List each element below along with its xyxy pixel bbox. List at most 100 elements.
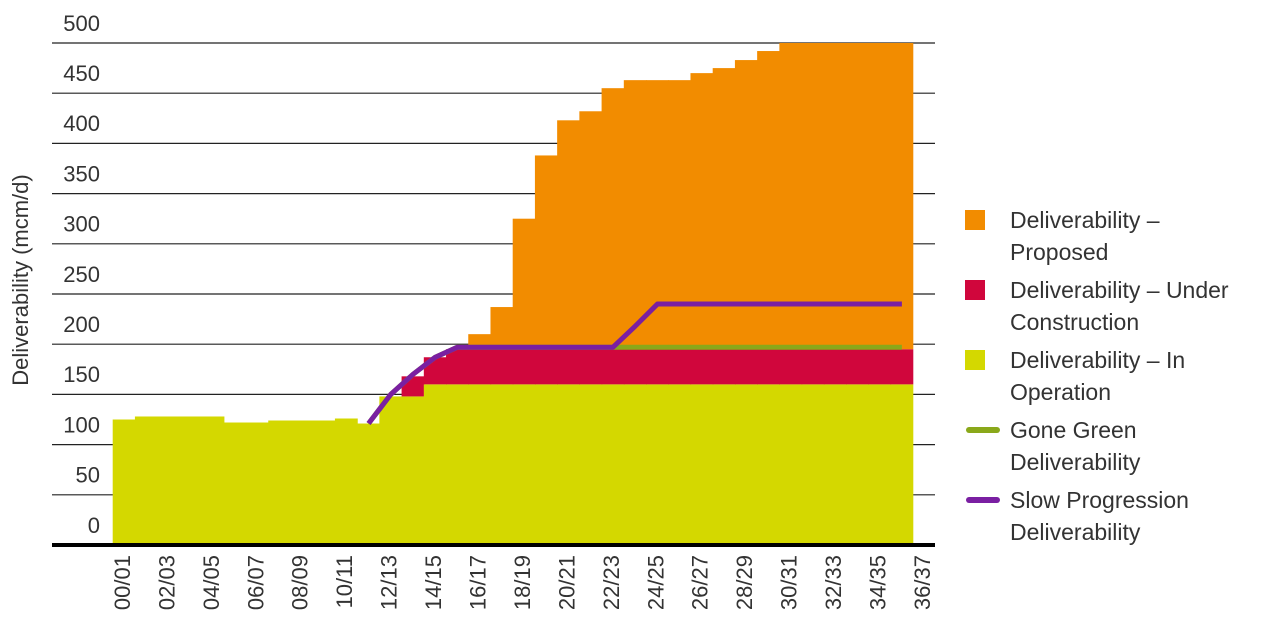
area-segment <box>801 349 825 385</box>
area-segment <box>157 416 180 545</box>
x-tick-label: 28/29 <box>732 555 757 610</box>
area-segment <box>179 416 203 545</box>
area-segment <box>490 384 514 545</box>
area-segment <box>579 349 603 385</box>
legend-label: Deliverability – Proposed <box>1010 207 1160 265</box>
area-segment <box>823 349 847 385</box>
x-tick-label: 20/21 <box>554 555 579 610</box>
area-segment <box>646 349 669 385</box>
area-segment <box>801 384 825 545</box>
area-segment <box>646 80 669 350</box>
area-segment <box>823 384 847 545</box>
area-segment <box>868 43 892 350</box>
legend-label: Deliverability – In Operation <box>1010 347 1186 405</box>
area-segment <box>823 43 847 350</box>
area-segment <box>579 111 603 350</box>
legend-key <box>960 414 1010 446</box>
legend-label: Deliverability – Under Construction <box>1010 277 1229 335</box>
legend-swatch <box>966 497 1000 503</box>
legend-item: Gone Green Deliverability <box>960 414 1260 478</box>
y-tick-label: 100 <box>63 412 100 437</box>
y-tick-label: 250 <box>63 262 100 287</box>
legend-swatch <box>965 280 985 300</box>
area-segment <box>668 349 692 385</box>
area-segment <box>690 349 714 385</box>
x-tick-label: 06/07 <box>243 555 268 610</box>
area-segment <box>534 155 558 350</box>
area-segment <box>379 396 403 545</box>
x-tick-label: 18/19 <box>510 555 535 610</box>
area-segment <box>112 419 136 545</box>
x-tick-label: 16/17 <box>465 555 490 610</box>
area-segment <box>668 80 692 350</box>
legend-item: Slow Progression Deliverability <box>960 484 1260 548</box>
area-segment <box>623 80 647 350</box>
area-segment <box>246 422 269 545</box>
area-segment <box>468 349 492 385</box>
area-segment <box>223 422 247 545</box>
area-segment <box>646 384 669 545</box>
area-segment <box>557 384 580 545</box>
area-segment <box>779 43 803 350</box>
legend-item: Deliverability – In Operation <box>960 344 1260 408</box>
y-tick-label: 300 <box>63 212 100 237</box>
area-segment <box>512 218 536 350</box>
area-segment <box>512 384 536 545</box>
x-tick-label: 32/33 <box>821 555 846 610</box>
area-segment <box>579 384 603 545</box>
area-segment <box>668 384 692 545</box>
area-segment <box>290 420 314 545</box>
area-segment <box>601 88 625 350</box>
legend-item: Deliverability – Under Construction <box>960 274 1260 338</box>
legend-label: Slow Progression Deliverability <box>1010 487 1189 545</box>
legend-key <box>960 204 1010 236</box>
area-segment <box>557 120 580 350</box>
area-segment <box>490 349 514 385</box>
area-segment <box>801 43 825 350</box>
x-tick-label: 14/15 <box>421 555 446 610</box>
legend-key <box>960 274 1010 306</box>
area-segment <box>134 416 158 545</box>
line-series <box>366 301 902 426</box>
area-segment <box>446 349 469 385</box>
area-segment <box>779 384 803 545</box>
area-segment <box>601 349 625 385</box>
area-segment <box>690 384 714 545</box>
area-segment <box>890 384 914 545</box>
area-segment <box>712 68 736 350</box>
y-tick-label: 350 <box>63 161 100 186</box>
area-segment <box>601 384 625 545</box>
legend-swatch <box>965 350 985 370</box>
area-segment <box>868 384 892 545</box>
area-segment <box>846 349 869 385</box>
y-axis-title: Deliverability (mcm/d) <box>8 174 33 385</box>
area-segment <box>623 384 647 545</box>
area-segment <box>334 418 358 545</box>
y-tick-label: 400 <box>63 111 100 136</box>
x-tick-label: 08/09 <box>288 555 313 610</box>
area-segment <box>734 384 758 545</box>
area-segment <box>268 420 292 545</box>
legend-swatch <box>965 210 985 230</box>
x-tick-label: 10/11 <box>332 555 357 608</box>
area-segment <box>512 349 536 385</box>
y-tick-label: 0 <box>88 513 100 538</box>
y-tick-label: 50 <box>76 463 100 488</box>
area-segment <box>712 349 736 385</box>
y-tick-label: 500 <box>63 11 100 36</box>
legend-label: Gone Green Deliverability <box>1010 417 1141 475</box>
area-segment <box>534 349 558 385</box>
x-tick-label: 24/25 <box>643 555 668 610</box>
y-tick-label: 200 <box>63 312 100 337</box>
legend-key <box>960 484 1010 516</box>
area-segment <box>201 416 225 545</box>
area-segment <box>490 307 514 350</box>
area-segment <box>423 384 447 545</box>
x-tick-label: 26/27 <box>688 555 713 610</box>
x-tick-label: 36/37 <box>910 555 935 610</box>
x-tick-label: 02/03 <box>154 555 179 610</box>
area-segment <box>890 43 914 350</box>
area-segment <box>557 349 580 385</box>
